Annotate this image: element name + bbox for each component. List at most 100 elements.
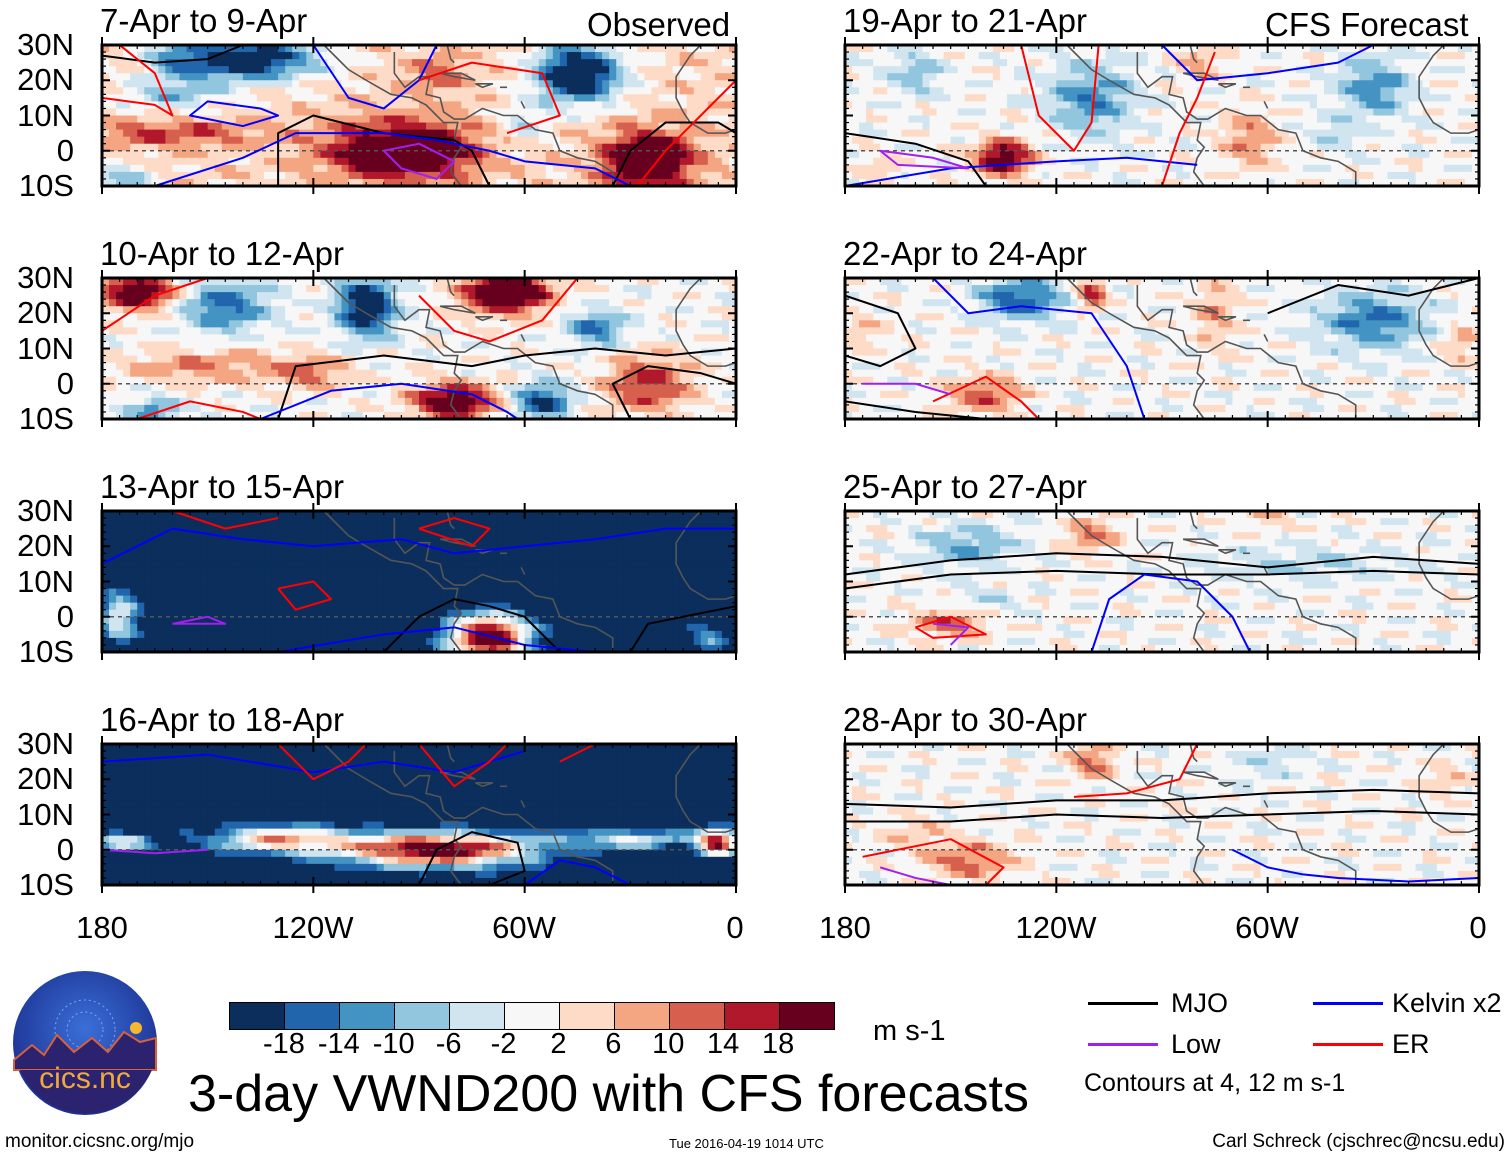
field-cell (193, 546, 202, 554)
field-cell (588, 397, 596, 406)
field-cell (588, 157, 596, 166)
field-cell (193, 609, 202, 618)
field-cell (411, 285, 420, 293)
field-cell (214, 369, 223, 378)
field-cell (116, 59, 124, 67)
field-cell (383, 94, 392, 102)
field-cell (186, 285, 195, 293)
field-cell (348, 397, 357, 406)
field-cell (102, 560, 110, 568)
field-cell (123, 525, 131, 533)
field-cell (242, 278, 251, 286)
field-cell (186, 164, 195, 173)
field-cell (440, 390, 448, 399)
field-cell (348, 143, 357, 152)
field-cell (228, 397, 237, 406)
field-cell (348, 136, 357, 145)
field-cell (299, 609, 307, 618)
field-cell (313, 518, 321, 526)
field-cell (172, 73, 181, 81)
field-cell (327, 383, 336, 392)
field-cell (581, 143, 589, 152)
field-cell (285, 581, 293, 590)
field-cell (221, 73, 230, 81)
field-cell (165, 157, 174, 166)
field-cell (517, 87, 526, 95)
field-cell (566, 348, 575, 357)
field-cell (334, 94, 343, 102)
field-cell (193, 129, 202, 138)
field-cell (496, 80, 505, 88)
field-cell (482, 101, 491, 110)
field-cell (313, 525, 321, 533)
field-cell (376, 52, 385, 60)
field-cell (214, 518, 223, 526)
field-cell (383, 178, 392, 187)
field-cell (306, 546, 314, 554)
field-cell (165, 143, 174, 152)
field-cell (524, 129, 533, 138)
field-cell (320, 73, 329, 81)
field-cell (341, 369, 350, 378)
field-cell (426, 313, 434, 321)
field-cell (468, 518, 476, 526)
field-cell (665, 80, 674, 88)
field-cell (524, 299, 533, 307)
field-cell (292, 623, 300, 632)
field-cell (228, 511, 237, 519)
field-cell (496, 320, 505, 328)
field-cell (609, 122, 617, 131)
field-cell (228, 518, 237, 526)
field-cell (249, 327, 258, 335)
field-cell (271, 616, 279, 625)
field-cell (193, 581, 202, 590)
field-cell (559, 341, 568, 350)
field-cell (595, 320, 603, 328)
field-cell (714, 348, 723, 357)
field-cell (383, 546, 392, 554)
field-cell (644, 383, 653, 392)
field-cell (341, 52, 350, 60)
field-cell (665, 108, 674, 117)
field-cell (531, 143, 540, 152)
field-cell (235, 94, 244, 102)
field-cell (235, 369, 244, 378)
field-cell (433, 313, 441, 321)
field-cell (376, 59, 385, 67)
field-cell (559, 306, 568, 314)
field-cell (658, 115, 667, 124)
lat-label: 10S (18, 634, 74, 669)
field-cell (721, 45, 730, 53)
field-cell (397, 362, 406, 371)
field-cell (313, 355, 321, 364)
field-cell (151, 567, 159, 576)
field-cell (665, 87, 674, 95)
field-cell (609, 87, 617, 95)
field-cell (566, 278, 575, 286)
field-cell (714, 383, 723, 392)
field-cell (475, 327, 483, 335)
field-cell (440, 285, 448, 293)
field-cell (327, 369, 336, 378)
field-cell (524, 292, 533, 300)
lat-label: 20N (17, 528, 74, 564)
field-cell (193, 157, 202, 166)
field-cell (573, 376, 582, 385)
field-cell (404, 52, 413, 60)
field-cell (271, 80, 279, 88)
field-cell (538, 341, 547, 350)
field-cell (728, 129, 737, 138)
field-cell (693, 80, 702, 88)
field-cell (517, 383, 526, 392)
field-cell (165, 623, 174, 632)
field-cell (545, 178, 554, 187)
field-cell (172, 546, 181, 554)
field-cell (151, 525, 159, 533)
field-cell (228, 87, 237, 95)
field-cell (249, 285, 258, 293)
field-cell (595, 101, 603, 110)
field-cell (102, 532, 110, 540)
field-cell (461, 525, 469, 533)
field-cell (130, 362, 138, 371)
field-cell (102, 630, 110, 639)
